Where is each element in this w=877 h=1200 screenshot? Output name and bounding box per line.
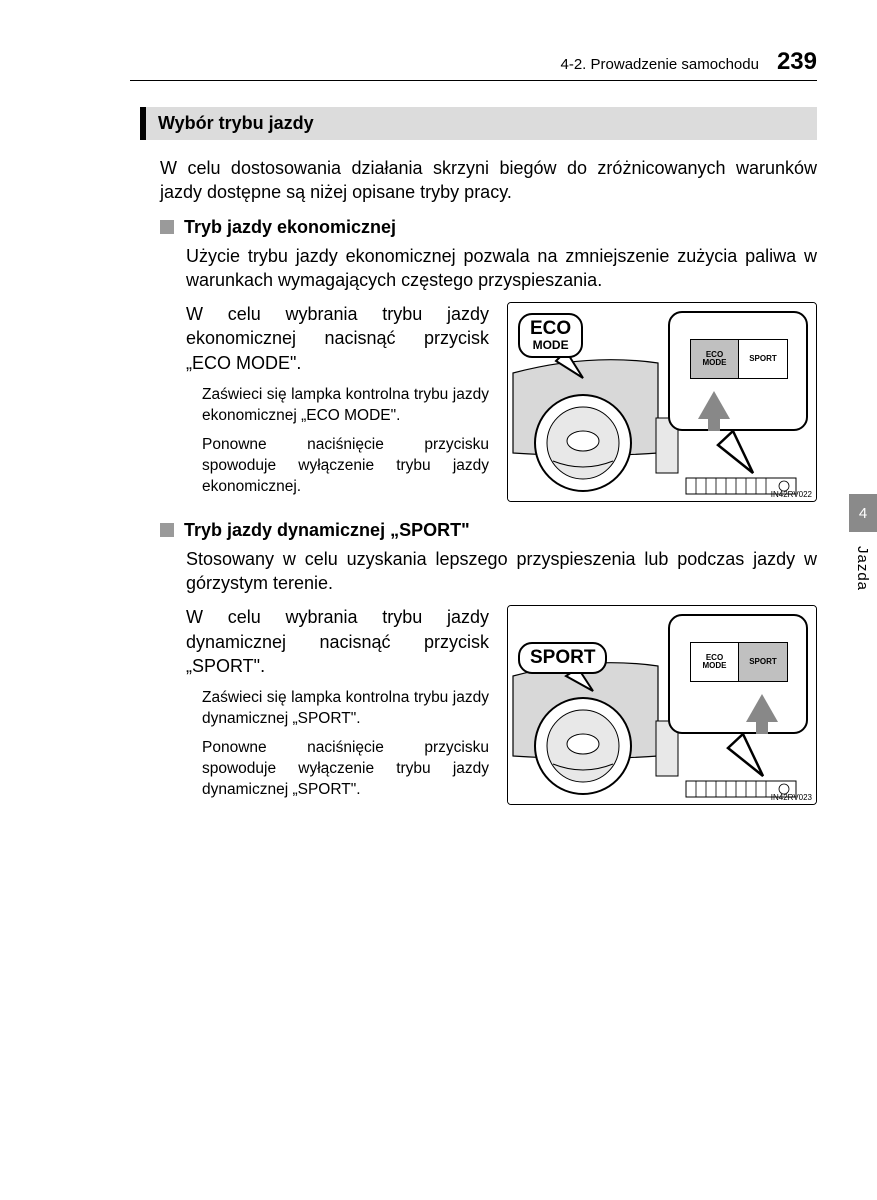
sport-btn-text: SPORT [749, 355, 777, 363]
eco-note-1: Zaświeci się lampka kontrolna trybu jazd… [202, 385, 489, 427]
eco-button-pair: ECO MODE SPORT [690, 339, 788, 379]
sport-detail-bubble: ECO MODE SPORT [668, 614, 808, 734]
eco-btn-line2: MODE [703, 359, 727, 367]
eco-btn-line2: MODE [703, 662, 727, 670]
eco-callout-line2: MODE [530, 339, 571, 352]
eco-detail-bubble: ECO MODE SPORT [668, 311, 808, 431]
eco-callout-label: ECO MODE [518, 313, 583, 358]
eco-diagram: ECO MODE ECO MODE SPORT IN42RV022 [507, 302, 817, 502]
sport-callout-label: SPORT [518, 642, 607, 674]
sport-heading-text: Tryb jazdy dynamicznej „SPORT" [184, 520, 470, 541]
eco-note-2: Ponowne naciśnięcie przycisku spowoduje … [202, 435, 489, 498]
eco-description: Użycie trybu jazdy ekonomicznej pozwala … [186, 244, 817, 293]
eco-subheading: Tryb jazdy ekonomicznej [160, 217, 817, 238]
sport-callout-text: SPORT [530, 647, 595, 668]
sport-button: SPORT [739, 643, 787, 681]
header-rule [130, 80, 817, 81]
arrow-up-icon [746, 694, 778, 722]
sport-button-pair: ECO MODE SPORT [690, 642, 788, 682]
page-content: 4-2. Prowadzenie samochodu 239 Wybór try… [0, 0, 877, 863]
intro-text: W celu dostosowania działania skrzyni bi… [160, 156, 817, 205]
eco-callout-line1: ECO [530, 318, 571, 339]
page-number: 239 [777, 48, 817, 76]
section-heading: Wybór trybu jazdy [140, 107, 817, 140]
sport-text-col: W celu wybrania trybu jazdy dynamicznej … [186, 605, 489, 809]
eco-mode-button: ECO MODE [691, 340, 739, 378]
sport-subheading: Tryb jazdy dynamicznej „SPORT" [160, 520, 817, 541]
sport-image-code: IN42RV023 [771, 793, 812, 802]
bullet-square-icon [160, 220, 174, 234]
eco-instruction: W celu wybrania trybu jazdy ekonomicznej… [186, 302, 489, 375]
sport-button: SPORT [739, 340, 787, 378]
sport-note-1: Zaświeci się lampka kontrolna trybu jazd… [202, 688, 489, 730]
bullet-square-icon [160, 523, 174, 537]
sport-diagram: SPORT ECO MODE SPORT IN42RV023 [507, 605, 817, 805]
eco-text-col: W celu wybrania trybu jazdy ekonomicznej… [186, 302, 489, 506]
sport-btn-text: SPORT [749, 658, 777, 666]
sport-row: W celu wybrania trybu jazdy dynamicznej … [186, 605, 817, 809]
sport-description: Stosowany w celu uzyskania lepszego przy… [186, 547, 817, 596]
page-header: 4-2. Prowadzenie samochodu 239 [130, 48, 817, 76]
sport-instruction: W celu wybrania trybu jazdy dynamicznej … [186, 605, 489, 678]
eco-row: W celu wybrania trybu jazdy ekonomicznej… [186, 302, 817, 506]
breadcrumb: 4-2. Prowadzenie samochodu [561, 56, 759, 73]
arrow-up-icon [698, 391, 730, 419]
eco-mode-button: ECO MODE [691, 643, 739, 681]
sport-note-2: Ponowne naciśnięcie przycisku spowoduje … [202, 738, 489, 801]
eco-image-code: IN42RV022 [771, 490, 812, 499]
eco-heading-text: Tryb jazdy ekonomicznej [184, 217, 396, 238]
